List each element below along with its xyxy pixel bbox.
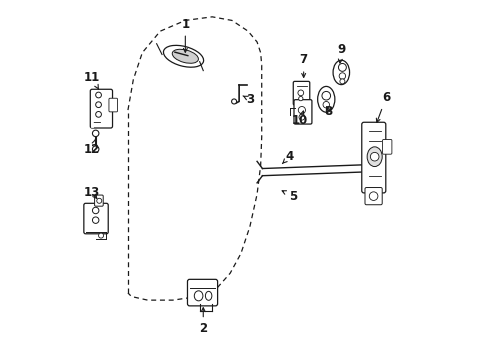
FancyBboxPatch shape bbox=[293, 100, 311, 124]
Text: 6: 6 bbox=[376, 91, 389, 122]
Circle shape bbox=[92, 217, 99, 224]
Ellipse shape bbox=[317, 86, 334, 112]
Text: 5: 5 bbox=[282, 190, 296, 203]
Text: 11: 11 bbox=[84, 71, 100, 90]
Circle shape bbox=[338, 63, 346, 71]
Circle shape bbox=[369, 152, 378, 161]
Circle shape bbox=[297, 90, 303, 96]
Circle shape bbox=[92, 146, 99, 152]
Text: 7: 7 bbox=[299, 53, 307, 77]
Ellipse shape bbox=[172, 49, 198, 63]
Text: 13: 13 bbox=[84, 186, 100, 199]
Circle shape bbox=[321, 91, 330, 100]
FancyBboxPatch shape bbox=[83, 203, 108, 234]
Circle shape bbox=[92, 207, 99, 214]
Text: 10: 10 bbox=[291, 111, 307, 127]
Ellipse shape bbox=[163, 45, 203, 67]
FancyBboxPatch shape bbox=[364, 188, 382, 205]
Text: 12: 12 bbox=[84, 140, 100, 156]
Circle shape bbox=[298, 96, 303, 101]
FancyBboxPatch shape bbox=[109, 98, 117, 112]
Text: 8: 8 bbox=[324, 105, 332, 118]
Circle shape bbox=[97, 198, 102, 203]
Circle shape bbox=[298, 114, 304, 120]
Ellipse shape bbox=[205, 291, 211, 300]
FancyBboxPatch shape bbox=[94, 195, 103, 206]
FancyBboxPatch shape bbox=[187, 279, 217, 306]
Circle shape bbox=[96, 112, 101, 117]
Ellipse shape bbox=[332, 60, 349, 85]
Circle shape bbox=[92, 130, 99, 136]
FancyBboxPatch shape bbox=[361, 122, 385, 193]
Circle shape bbox=[231, 99, 236, 104]
Circle shape bbox=[339, 79, 344, 84]
FancyBboxPatch shape bbox=[382, 139, 391, 154]
FancyBboxPatch shape bbox=[293, 81, 309, 105]
Circle shape bbox=[99, 233, 103, 238]
FancyBboxPatch shape bbox=[90, 89, 112, 128]
Circle shape bbox=[96, 102, 101, 108]
Circle shape bbox=[368, 192, 377, 201]
Ellipse shape bbox=[194, 291, 203, 301]
Text: 1: 1 bbox=[181, 18, 189, 52]
Circle shape bbox=[298, 107, 305, 114]
Circle shape bbox=[323, 102, 329, 108]
Ellipse shape bbox=[366, 147, 382, 167]
Text: 3: 3 bbox=[243, 93, 253, 106]
Circle shape bbox=[96, 92, 101, 98]
Circle shape bbox=[339, 73, 345, 79]
Text: 2: 2 bbox=[199, 308, 207, 335]
Text: 9: 9 bbox=[337, 42, 345, 63]
Text: 4: 4 bbox=[282, 150, 293, 163]
